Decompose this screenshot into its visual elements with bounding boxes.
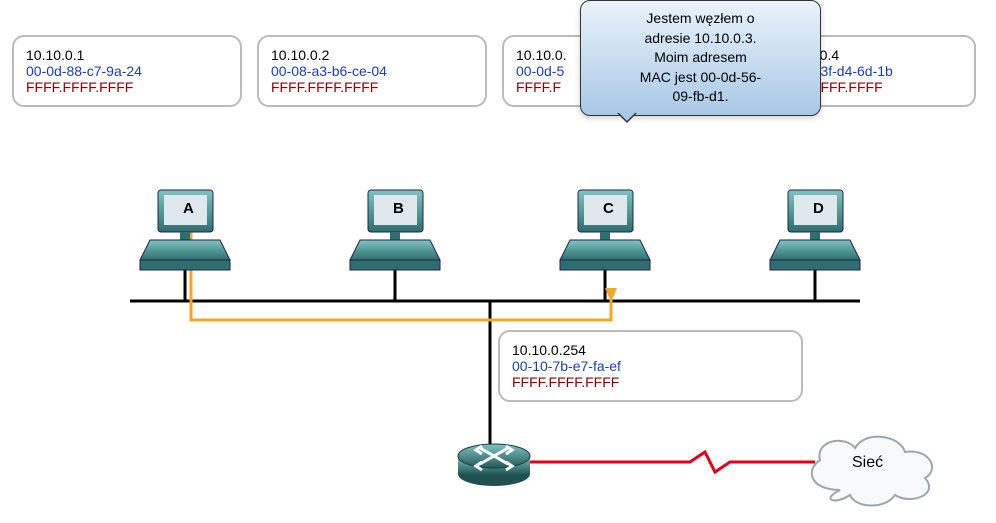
router-bcast: FFFF.FFFF.FFFF [512, 374, 789, 390]
host-d-ip: 0.0.4 [808, 47, 962, 63]
pc-b-label: B [393, 200, 404, 217]
wan-line [530, 452, 815, 472]
host-a-info: 10.10.0.1 00-0d-88-c7-9a-24 FFFF.FFFF.FF… [12, 35, 242, 107]
host-b-mac: 00-08-a3-b6-ce-04 [271, 63, 473, 79]
speech-line4: MAC jest 00-0d-56- [593, 68, 808, 88]
speech-line2: adresie 10.10.0.3. [593, 29, 808, 49]
speech-line1: Jestem węzłem o [593, 9, 808, 29]
router-info: 10.10.0.254 00-10-7b-e7-fa-ef FFFF.FFFF.… [498, 330, 803, 402]
router-mac: 00-10-7b-e7-fa-ef [512, 358, 789, 374]
host-a-bcast: FFFF.FFFF.FFFF [26, 79, 228, 95]
host-b-info: 10.10.0.2 00-08-a3-b6-ce-04 FFFF.FFFF.FF… [257, 35, 487, 107]
pc-a-label: A [183, 200, 194, 217]
speech-line5: 09-fb-d1. [593, 87, 808, 107]
host-b-bcast: FFFF.FFFF.FFFF [271, 79, 473, 95]
diagram-canvas: 10.10.0.1 00-0d-88-c7-9a-24 FFFF.FFFF.FF… [0, 0, 996, 523]
router-icon [458, 444, 530, 486]
speech-line3: Moim adresem [593, 48, 808, 68]
host-a-ip: 10.10.0.1 [26, 47, 228, 63]
network-label: Sieć [852, 454, 883, 472]
host-b-ip: 10.10.0.2 [271, 47, 473, 63]
speech-bubble: Jestem węzłem o adresie 10.10.0.3. Moim … [580, 0, 821, 116]
host-a-mac: 00-0d-88-c7-9a-24 [26, 63, 228, 79]
host-d-bcast: .FFFF.FFFF [808, 79, 962, 95]
host-d-mac: 2-3f-d4-6d-1b [808, 63, 962, 79]
pc-c-label: C [603, 200, 614, 217]
pc-d-label: D [813, 200, 824, 217]
router-ip: 10.10.0.254 [512, 342, 789, 358]
